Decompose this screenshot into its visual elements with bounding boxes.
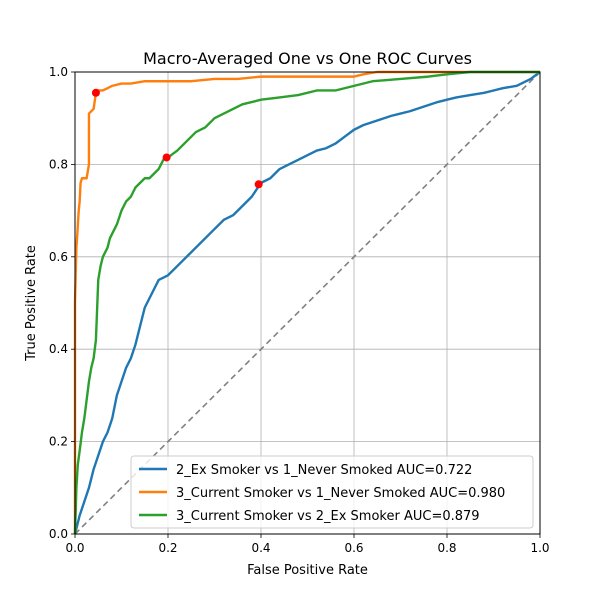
series-line-2 (73, 70, 540, 535)
x-tick-label: 0.6 (344, 541, 363, 555)
grid (74, 71, 541, 535)
legend-box (130, 455, 534, 529)
x-tick-label: 0.0 (65, 541, 84, 555)
series-line-0 (73, 71, 541, 535)
x-tick-label: 0.4 (251, 541, 270, 555)
legend: 2_Ex Smoker vs 1_Never Smoked AUC=0.722 3… (130, 455, 534, 529)
y-tick-label: 0.6 (49, 250, 68, 264)
series-line-1 (73, 70, 540, 534)
x-axis-label: False Positive Rate (247, 563, 368, 578)
legend-label: 3_Current Smoker vs 2_Ex Smoker AUC=0.87… (176, 509, 480, 524)
legend-label: 3_Current Smoker vs 1_Never Smoked AUC=0… (176, 486, 505, 501)
y-axis-label: True Positive Rate (24, 245, 39, 362)
threshold-marker (254, 180, 263, 189)
y-tick-label: 1.0 (49, 65, 68, 79)
x-tick-label: 0.2 (158, 541, 177, 555)
y-tick-label: 0.8 (49, 157, 68, 171)
y-tick-label: 0.0 (49, 527, 68, 541)
threshold-marker (91, 88, 100, 97)
plot-frame (74, 71, 541, 535)
axis-ticks: 0.0 0.2 0.4 0.6 0.8 1.0 0.0 0.2 0.4 0.6 0.8 1.0 (49, 65, 550, 555)
x-tick-label: 1.0 (530, 541, 549, 555)
series-lines (73, 70, 541, 535)
chart-title: Macro-Averaged One vs One ROC Curves (143, 49, 472, 68)
threshold-marker (162, 153, 171, 162)
y-tick-label: 0.4 (49, 342, 68, 356)
legend-label: 2_Ex Smoker vs 1_Never Smoked AUC=0.722 (176, 463, 472, 478)
x-tick-label: 0.8 (437, 541, 456, 555)
y-tick-label: 0.2 (49, 435, 68, 449)
threshold-markers (91, 88, 263, 189)
